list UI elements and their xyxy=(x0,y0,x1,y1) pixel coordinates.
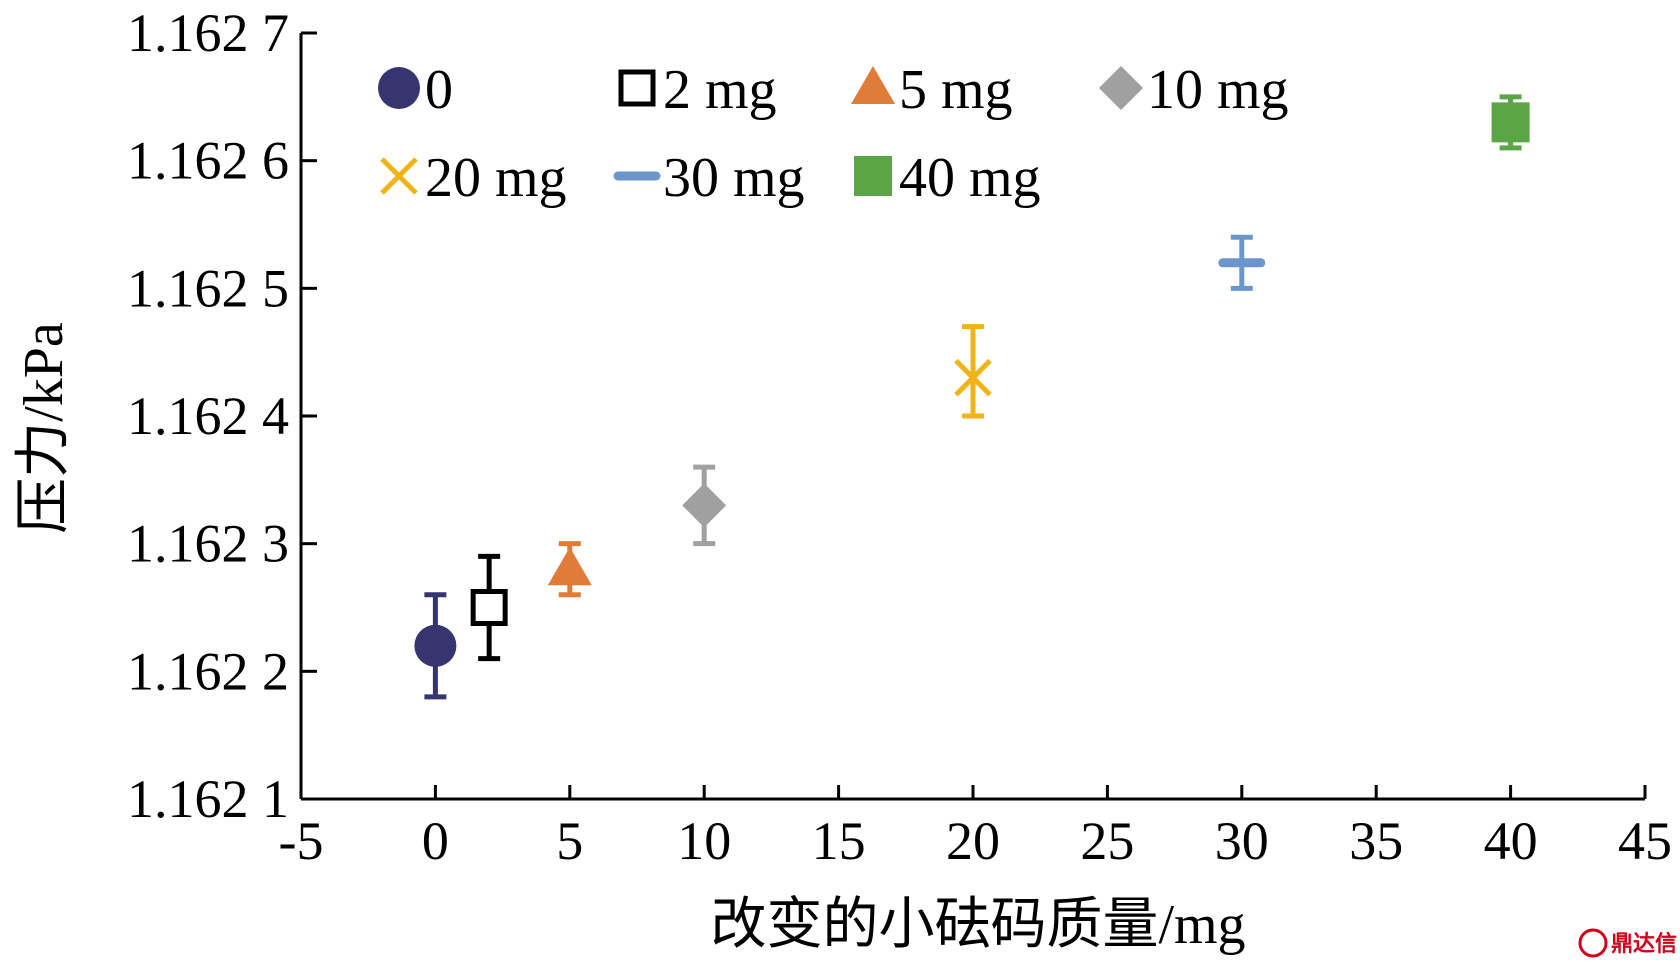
legend-label: 10 mg xyxy=(1147,59,1289,121)
legend-marker xyxy=(1099,66,1143,110)
data-point xyxy=(470,589,508,626)
legend-marker xyxy=(851,66,895,104)
legend-marker xyxy=(618,69,656,107)
data-point xyxy=(547,547,592,586)
y-tick-label: 1.162 3 xyxy=(127,514,289,574)
x-tick-label: 10 xyxy=(677,811,731,871)
x-tick-label: 20 xyxy=(946,811,1000,871)
x-ticks: -5 0 5 10 15 20 25 30 35 40 45 xyxy=(279,785,1672,871)
x-tick-label: 35 xyxy=(1349,811,1403,871)
x-tick-label: 30 xyxy=(1215,811,1269,871)
legend-marker xyxy=(854,156,892,196)
data-point xyxy=(1491,102,1530,143)
x-tick-label: 0 xyxy=(422,811,449,871)
y-tick-label: 1.162 4 xyxy=(127,386,289,446)
x-tick-label: 15 xyxy=(812,811,866,871)
y-ticks: 1.162 1 1.162 2 1.162 3 1.162 4 1.162 5 1.162… xyxy=(127,3,317,829)
watermark-text: 鼎达信 xyxy=(1611,931,1677,957)
legend-label: 2 mg xyxy=(663,59,777,121)
legend-label: 0 xyxy=(425,59,453,121)
y-tick-label: 1.162 6 xyxy=(127,131,289,191)
x-tick-label: 25 xyxy=(1080,811,1134,871)
data-point xyxy=(954,358,992,397)
y-axis-title: 压力/kPa xyxy=(13,322,75,534)
x-tick-label: 5 xyxy=(556,811,583,871)
legend-label: 30 mg xyxy=(663,147,805,209)
watermark-logo-icon xyxy=(1578,928,1608,958)
watermark: 鼎达信 xyxy=(1578,928,1677,958)
data-point xyxy=(682,483,727,528)
x-tick-label: -5 xyxy=(279,811,324,871)
y-tick-label: 1.162 7 xyxy=(127,3,289,63)
x-tick-label: 40 xyxy=(1484,811,1538,871)
x-axis-title: 改变的小砝码质量/mg xyxy=(710,894,1245,956)
legend-marker xyxy=(380,157,418,195)
x-tick-label: 45 xyxy=(1618,811,1672,871)
legend: 0 2 mg 5 mg 10 mg 20 mg 30 mg 40 mg xyxy=(378,59,1289,209)
data-point xyxy=(414,624,457,667)
y-tick-label: 1.162 5 xyxy=(127,258,289,318)
legend-label: 5 mg xyxy=(899,59,1013,121)
data-points xyxy=(414,102,1530,667)
legend-label: 40 mg xyxy=(899,147,1041,209)
y-tick-label: 1.162 2 xyxy=(127,641,289,701)
y-tick-label: 1.162 1 xyxy=(127,769,289,829)
legend-marker xyxy=(378,67,420,109)
legend-label: 20 mg xyxy=(425,147,567,209)
